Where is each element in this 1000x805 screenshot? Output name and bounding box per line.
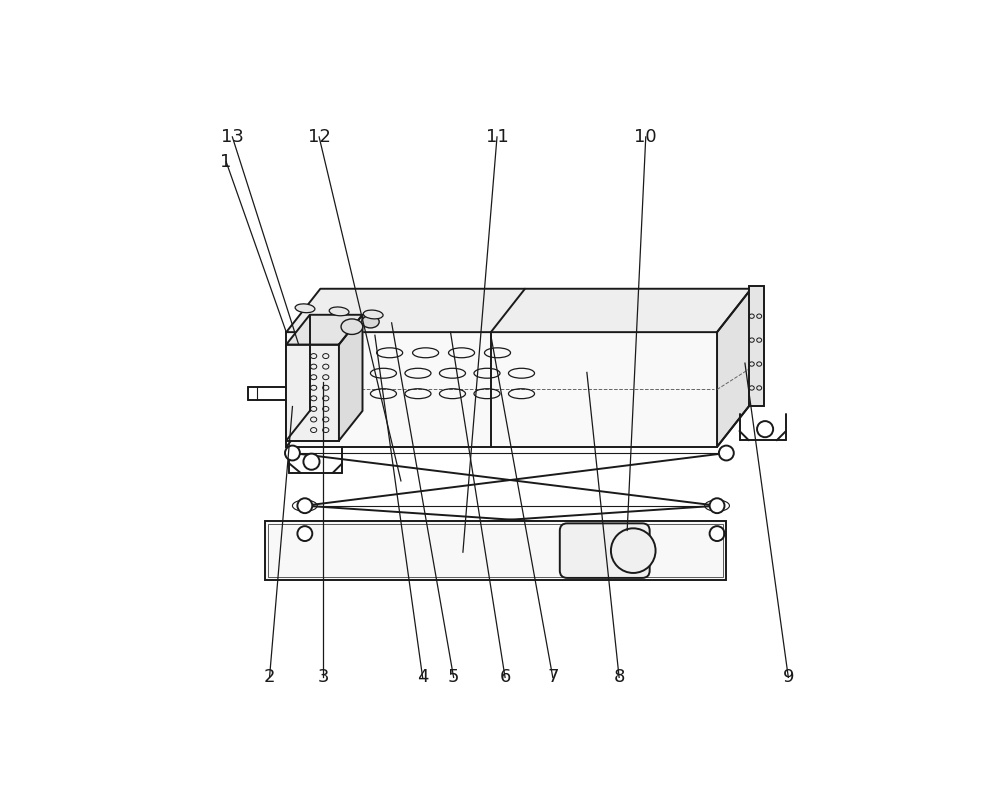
Ellipse shape <box>363 310 383 319</box>
Bar <box>286 345 339 440</box>
Circle shape <box>297 526 312 541</box>
Bar <box>265 521 726 580</box>
Polygon shape <box>339 315 362 440</box>
Ellipse shape <box>362 316 379 328</box>
Text: 6: 6 <box>499 668 511 687</box>
Text: 1: 1 <box>220 153 232 171</box>
Text: 7: 7 <box>547 668 559 687</box>
Circle shape <box>303 454 320 470</box>
Text: 5: 5 <box>448 668 459 687</box>
Circle shape <box>710 498 724 513</box>
Polygon shape <box>717 289 751 447</box>
Ellipse shape <box>329 307 349 316</box>
Circle shape <box>285 446 300 460</box>
Ellipse shape <box>295 303 315 312</box>
Circle shape <box>611 528 656 573</box>
Circle shape <box>297 498 312 513</box>
Bar <box>268 524 723 577</box>
Bar <box>749 287 764 406</box>
Polygon shape <box>286 315 362 345</box>
Circle shape <box>710 526 724 541</box>
Text: 2: 2 <box>264 668 275 687</box>
Polygon shape <box>286 289 751 332</box>
Text: 11: 11 <box>486 128 508 146</box>
Circle shape <box>719 446 734 460</box>
Text: 10: 10 <box>634 128 657 146</box>
FancyBboxPatch shape <box>560 523 650 578</box>
Text: 13: 13 <box>221 128 244 146</box>
Circle shape <box>757 421 773 437</box>
Text: 9: 9 <box>783 668 794 687</box>
Ellipse shape <box>341 319 363 334</box>
Bar <box>286 332 717 447</box>
Text: 3: 3 <box>318 668 329 687</box>
Text: 12: 12 <box>308 128 331 146</box>
Text: 4: 4 <box>417 668 428 687</box>
Text: 8: 8 <box>613 668 625 687</box>
